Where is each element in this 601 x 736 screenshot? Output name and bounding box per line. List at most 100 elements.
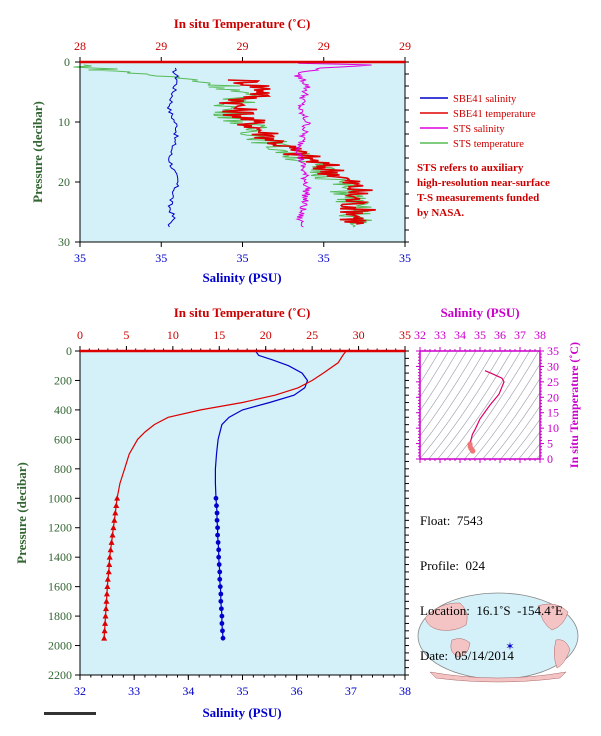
salinity-point [216,547,222,553]
top-temperature-axis-title: In situ Temperature (˚C) [174,16,311,31]
credit-tag [44,712,96,715]
bottom-temperature-tick-label: 0 [77,328,83,342]
ts-density-contour [428,351,504,459]
bottom-pressure-tick-label: 400 [54,403,72,417]
ts-density-contour [455,351,531,459]
float-location-marker: ✶ [505,641,514,653]
ts-density-contour [473,363,540,459]
sbe41-temperature-line [219,79,376,225]
top-salinity-tick-label: 35 [318,251,330,265]
bottom-pressure-tick-label: 2000 [48,639,72,653]
ts-salinity-tick-label: 33 [434,328,446,342]
ts-temperature-tick-label: 0 [547,452,553,466]
salinity-point [220,635,226,641]
date-row: Date: 05/14/2014 [420,648,563,663]
top-pressure-tick-label: 20 [58,175,70,189]
ts-density-contours [420,351,540,459]
temperature-point [108,539,115,545]
ts-temperature-tick-label: 15 [547,406,559,420]
ts-temperature-tick-label: 20 [547,390,559,404]
top-temperature-tick-label: 29 [155,39,167,53]
ts-density-contour [518,431,540,459]
temperature-point [105,568,112,575]
temperature-profile-line [116,351,347,499]
legend-label-sts-temperature: STS temperature [453,139,524,150]
top-temperature-tick-label: 29 [237,39,249,53]
location-label: Location: [420,603,470,618]
top-panel: 28 29 29 29 29 35 35 35 35 35 0 10 20 30 In situ Temp… [30,16,411,285]
ts-density-contour [420,351,495,459]
legend-label-sts-salinity: STS salinity [453,124,505,135]
bottom-temperature-tick-label: 15 [213,328,225,342]
bottom-pressure-tick-label: 0 [66,344,72,358]
ts-temperature-tick-label: 25 [547,375,559,389]
ts-density-contour [509,418,540,459]
sts-salinity-line [294,62,372,228]
top-salinity-tick-label: 35 [155,251,167,265]
sts-note: STS refers to auxiliary high-resolution … [417,161,550,221]
temperature-point [106,553,113,560]
temperature-point [103,598,110,604]
temperature-point [101,634,108,641]
bottom-salinity-tick-label: 33 [128,684,140,698]
bottom-temperature-tick-label: 25 [306,328,318,342]
profile-label: Profile: [420,558,459,573]
top-pressure-tick-label: 30 [58,235,70,249]
bottom-salinity-tick-label: 38 [399,684,411,698]
salinity-point [218,606,224,612]
salinity-point [217,569,223,575]
salinity-profile-line [214,351,309,499]
top-plot-area [80,62,405,242]
ts-salinity-tick-label: 36 [494,328,506,342]
bottom-pressure-tick-label: 600 [54,432,72,446]
world-map: ✶ [417,592,579,683]
bottom-pressure-tick-label: 1200 [48,521,72,535]
salinity-point [215,532,220,538]
bottom-pressure-tick-label: 2200 [48,668,72,682]
ts-salinity-tick-label: 34 [454,328,466,342]
bottom-temperature-tick-label: 35 [399,328,411,342]
map-land-north-america [537,603,569,631]
top-salinity-tick-label: 35 [399,251,411,265]
sts-note-line-4: by NASA. [417,207,465,219]
top-salinity-axis-title: Salinity (PSU) [202,270,281,285]
temperature-point [112,509,119,516]
temperature-point [102,612,109,619]
ts-salinity-axis-title: Salinity (PSU) [440,305,519,320]
map-land-antarctica [429,671,567,683]
ts-series-group [467,370,505,454]
ts-temperature-tick-label: 35 [547,344,559,358]
bottom-temperature-tick-label: 5 [123,328,129,342]
sts-note-line-3: T-S measurements funded [417,192,540,204]
ts-density-contour [464,351,540,459]
top-pressure-axis-title: Pressure (decibar) [30,101,45,203]
salinity-point [214,517,220,523]
sbe41-salinity-line [166,67,180,228]
bottom-pressure-axis-title: Pressure (decibar) [14,462,29,564]
ts-salinity-tick-label: 35 [474,328,486,342]
salinity-point [214,503,219,509]
ts-salinity-tick-label: 32 [414,328,426,342]
date-label: Date: [420,648,449,663]
map-land-south-america [554,639,571,669]
top-salinity-tick-label: 35 [237,251,249,265]
ts-density-contour [437,351,513,459]
temperature-point [111,517,118,523]
location-value: 16.1˚S -154.4˚E [476,603,563,618]
float-label: Float: [420,513,451,528]
bottom-panel: 0 5 10 15 20 25 30 35 32 33 34 35 36 37 38 0 200 400 600 80… [14,305,411,720]
ts-profile-point [470,448,476,454]
salinity-point [219,621,225,626]
salinity-point [217,584,223,590]
salinity-point [218,591,224,597]
salinity-point [219,613,225,619]
ts-density-contour [420,351,468,425]
salinity-point [216,554,222,560]
ts-density-contour [536,454,540,459]
profile-value: 024 [465,558,486,573]
bottom-salinity-tick-label: 32 [74,684,86,698]
ts-density-contour [446,351,522,459]
float-row: Float: 7543 [420,513,563,528]
bottom-ticks: 0 5 10 15 20 25 30 35 32 33 34 35 36 37 38 0 200 400 600 80… [48,328,411,698]
